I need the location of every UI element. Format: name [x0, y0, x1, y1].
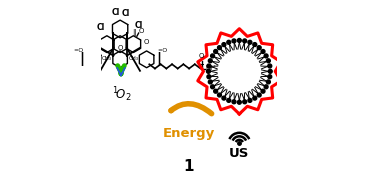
Circle shape [214, 49, 218, 53]
Circle shape [264, 85, 268, 89]
Text: O: O [118, 45, 123, 51]
Text: =O: =O [157, 48, 167, 53]
Circle shape [268, 64, 272, 68]
Text: Cl: Cl [112, 9, 120, 17]
Text: O: O [139, 28, 144, 34]
Circle shape [207, 64, 211, 68]
Text: O: O [144, 39, 149, 45]
Text: I: I [81, 52, 84, 61]
Circle shape [268, 75, 272, 79]
Circle shape [211, 54, 214, 58]
Circle shape [243, 39, 246, 43]
Text: Cl: Cl [135, 21, 143, 30]
Text: O: O [199, 53, 204, 59]
Circle shape [253, 43, 257, 46]
Text: CH₃: CH₃ [102, 56, 112, 61]
Circle shape [222, 43, 226, 46]
Circle shape [268, 69, 272, 73]
Circle shape [266, 59, 270, 63]
Text: CH₃: CH₃ [129, 56, 139, 61]
Text: $^1\!O_2$: $^1\!O_2$ [112, 85, 132, 104]
Circle shape [232, 39, 236, 43]
Circle shape [208, 59, 212, 63]
Circle shape [222, 96, 226, 100]
Text: ‖: ‖ [133, 29, 136, 36]
Circle shape [227, 98, 231, 102]
Circle shape [232, 100, 236, 104]
Circle shape [217, 46, 222, 50]
Text: US: US [229, 148, 249, 161]
Text: =O: =O [73, 48, 84, 53]
Text: I: I [81, 59, 84, 68]
Circle shape [227, 40, 231, 44]
FancyArrowPatch shape [171, 104, 212, 114]
Text: Cl: Cl [97, 23, 105, 32]
Circle shape [253, 96, 257, 100]
Circle shape [208, 80, 212, 84]
Circle shape [257, 93, 261, 97]
Text: NH: NH [205, 65, 216, 71]
Circle shape [211, 85, 214, 89]
Circle shape [248, 40, 252, 44]
Circle shape [217, 93, 222, 97]
Circle shape [264, 54, 268, 58]
Circle shape [206, 69, 211, 73]
Text: Cl: Cl [121, 9, 130, 18]
Circle shape [261, 49, 265, 53]
Circle shape [237, 100, 241, 104]
Circle shape [214, 89, 218, 93]
Circle shape [243, 100, 246, 104]
Circle shape [266, 80, 270, 84]
Circle shape [237, 38, 241, 42]
Text: I: I [157, 59, 160, 68]
Circle shape [207, 75, 211, 79]
Text: Energy: Energy [163, 127, 215, 140]
Text: I: I [157, 52, 160, 61]
Circle shape [215, 47, 264, 96]
Circle shape [248, 98, 252, 102]
Circle shape [261, 89, 265, 93]
Circle shape [257, 46, 261, 50]
Text: 1: 1 [184, 159, 194, 174]
